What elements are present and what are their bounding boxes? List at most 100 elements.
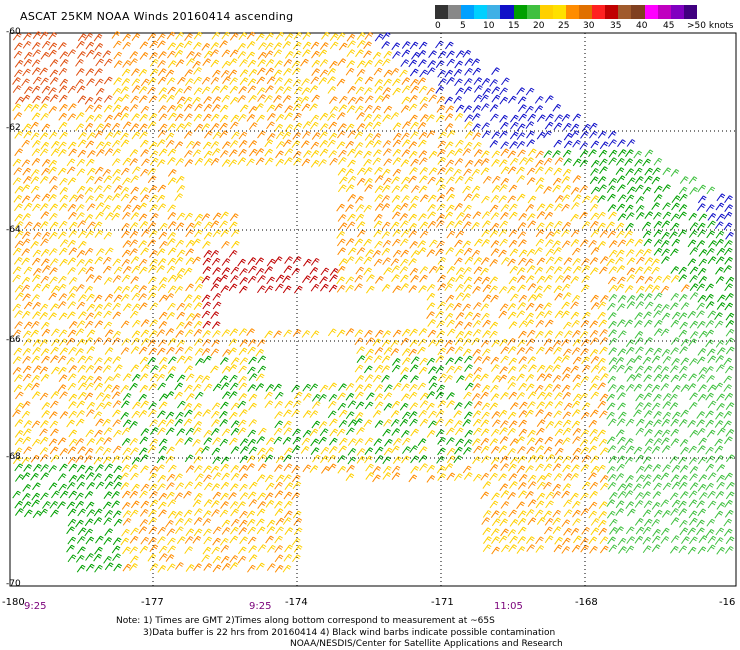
wind-barb: [374, 167, 383, 175]
wind-barb: [509, 211, 518, 220]
wind-barb: [319, 112, 329, 121]
wind-barb: [48, 166, 57, 175]
wind-barb: [120, 112, 130, 121]
wind-barb: [14, 240, 24, 249]
wind-barb: [678, 312, 688, 321]
wind-barb: [31, 158, 41, 166]
wind-barb: [662, 202, 671, 211]
wind-barb: [643, 311, 652, 320]
wind-barb: [599, 166, 608, 174]
wind-barb: [140, 78, 150, 87]
wind-barb: [131, 204, 141, 213]
wind-barb: [221, 329, 231, 337]
wind-barb: [14, 69, 23, 78]
wind-barb: [581, 195, 591, 204]
wind-barb: [303, 150, 312, 158]
wind-barb: [363, 256, 373, 265]
wind-barb: [77, 95, 87, 104]
wind-barb: [194, 213, 204, 222]
lon-label: -177: [141, 597, 164, 608]
wind-barb: [491, 185, 501, 193]
lon-label: -16: [719, 597, 736, 608]
wind-barb: [724, 195, 733, 203]
wind-barb: [518, 104, 527, 113]
wind-barb: [167, 238, 176, 246]
wind-barb: [462, 303, 472, 312]
wind-barb: [500, 148, 510, 157]
wind-barb: [210, 59, 220, 68]
wind-barb: [112, 204, 122, 213]
wind-barb: [77, 149, 87, 158]
wind-barb: [606, 221, 615, 230]
wind-barb: [391, 176, 400, 185]
wind-barb: [716, 247, 726, 256]
wind-barb: [67, 49, 77, 57]
wind-barb: [390, 112, 400, 120]
wind-barb: [310, 257, 320, 266]
wind-barb: [446, 77, 455, 85]
wind-barb: [373, 229, 383, 238]
wind-barb: [355, 213, 365, 222]
wind-barb: [707, 256, 717, 264]
wind-barb: [210, 113, 220, 122]
wind-barb: [255, 148, 265, 156]
wind-barb: [696, 240, 706, 248]
wind-barb: [85, 41, 95, 50]
wind-barb: [463, 78, 473, 86]
wind-barb: [284, 112, 293, 121]
wind-barb: [22, 167, 32, 176]
wind-barb: [498, 184, 508, 192]
wind-barb: [103, 95, 113, 103]
wind-barb: [428, 94, 438, 103]
wind-barb: [15, 96, 24, 105]
wind-barb: [526, 177, 536, 186]
wind-barb: [248, 265, 257, 274]
wind-barb: [480, 167, 490, 176]
wind-barb: [534, 293, 543, 301]
time-label: 9:25: [24, 601, 47, 612]
wind-barb: [75, 328, 85, 337]
wind-barb: [409, 95, 418, 103]
wind-barb: [158, 320, 168, 329]
wind-barb: [329, 274, 338, 283]
wind-barb: [707, 220, 716, 229]
wind-barb: [426, 67, 436, 76]
legend-label: 20: [533, 21, 545, 31]
wind-barb: [129, 158, 139, 166]
wind-barb: [212, 96, 222, 104]
wind-barb: [211, 104, 221, 112]
wind-barb: [501, 257, 510, 265]
wind-barb: [174, 49, 184, 58]
wind-barb: [661, 304, 670, 312]
wind-barb: [255, 157, 265, 166]
wind-barb: [113, 77, 122, 85]
wind-barb: [94, 43, 104, 51]
wind-barb: [77, 230, 87, 239]
legend-swatch: [552, 5, 566, 19]
wind-barb: [480, 257, 490, 265]
legend-swatch: [526, 5, 540, 19]
wind-barb: [543, 310, 553, 319]
wind-barb: [103, 302, 113, 311]
wind-barb: [84, 320, 94, 329]
wind-barb: [345, 67, 355, 76]
wind-barb: [410, 275, 419, 283]
wind-barb: [140, 149, 149, 157]
wind-barb: [535, 319, 545, 328]
wind-barb: [102, 256, 112, 265]
wind-barb: [445, 204, 455, 213]
wind-barb: [48, 32, 57, 40]
wind-barb: [202, 58, 211, 67]
wind-barb: [518, 113, 527, 122]
wind-barb: [545, 231, 555, 239]
wind-barb: [337, 167, 347, 176]
wind-barb: [717, 294, 726, 303]
wind-barb: [12, 158, 22, 167]
wind-barb: [516, 267, 526, 276]
wind-barb: [644, 167, 654, 176]
wind-barb: [237, 51, 247, 59]
wind-barb: [39, 176, 49, 184]
wind-barb: [446, 319, 456, 328]
wind-barb: [418, 150, 428, 158]
wind-barb: [725, 276, 735, 285]
